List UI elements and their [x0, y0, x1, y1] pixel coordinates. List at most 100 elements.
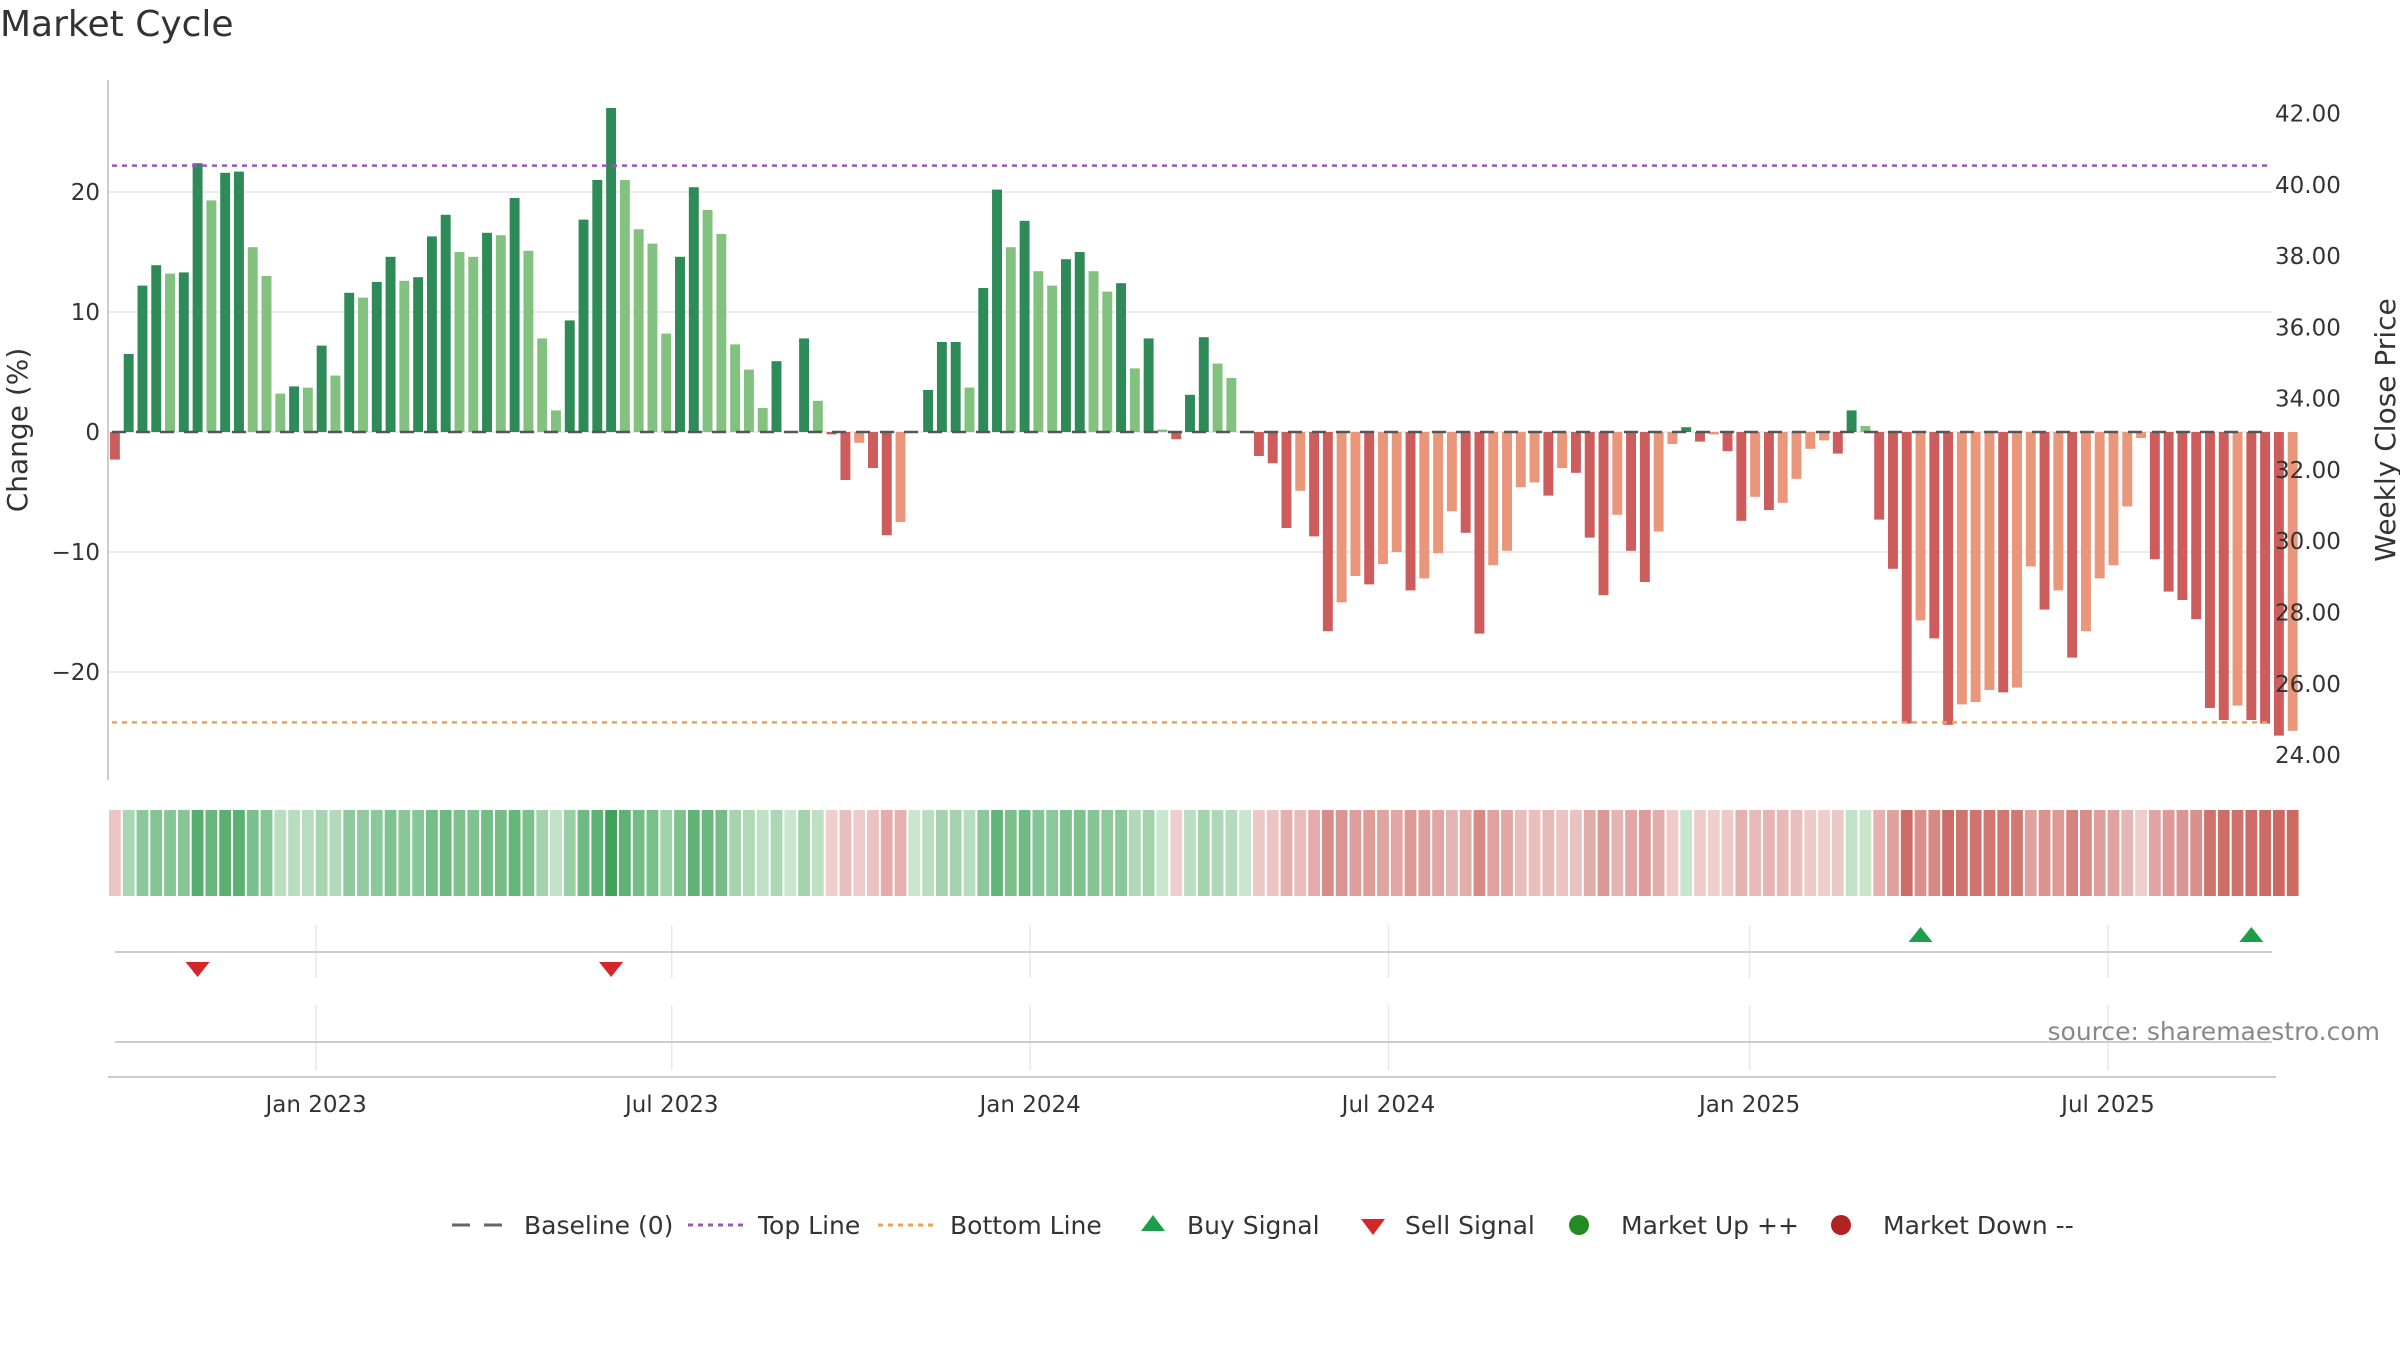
change-bar: [2287, 432, 2298, 731]
change-bar: [1157, 429, 1168, 432]
chart-title: Market Cycle: [0, 4, 234, 45]
heat-cell: [2093, 810, 2106, 896]
change-bar: [137, 285, 148, 432]
change-bar: [2149, 432, 2160, 560]
change-bar: [1116, 283, 1127, 432]
heat-cell: [233, 810, 245, 896]
change-bar: [2122, 432, 2133, 507]
change-bar: [1846, 410, 1857, 432]
change-bar: [454, 252, 465, 432]
heat-cell: [1321, 810, 1334, 896]
heat-cell: [412, 810, 425, 896]
heat-cell: [1308, 810, 1320, 896]
heat-cell: [1377, 810, 1389, 896]
y-right-tick-label: 42.00: [2275, 102, 2341, 128]
heat-cell: [963, 810, 976, 896]
change-bar: [936, 342, 947, 432]
heat-cell: [2024, 810, 2037, 896]
heat-cell: [1749, 810, 1762, 896]
change-bar: [1819, 432, 1830, 441]
heat-cell: [191, 810, 204, 896]
heat-cell: [825, 810, 838, 896]
change-bar: [1212, 363, 1223, 432]
change-bar: [509, 198, 520, 432]
heat-cell: [1514, 810, 1527, 896]
change-bar: [1005, 247, 1016, 432]
legend-label: Bottom Line: [950, 1211, 1102, 1240]
heat-cell: [1804, 810, 1817, 896]
heat-cell: [770, 810, 783, 896]
change-bar: [1143, 338, 1154, 432]
change-bar: [247, 247, 258, 432]
heat-cell: [274, 810, 287, 896]
heat-cell: [1390, 810, 1403, 896]
change-bar: [619, 180, 630, 432]
heat-cell: [1459, 810, 1472, 896]
change-bar: [633, 229, 644, 432]
heat-cell: [164, 810, 176, 896]
change-bar: [1887, 432, 1898, 569]
change-bar: [165, 273, 175, 432]
heat-cell: [536, 810, 549, 896]
heat-cell: [577, 810, 590, 896]
change-bar: [743, 369, 754, 432]
change-bar: [1033, 271, 1044, 432]
change-bar: [923, 390, 934, 432]
heat-cell: [1528, 810, 1541, 896]
heat-cell: [2231, 810, 2244, 896]
change-bar: [289, 386, 300, 432]
heat-cell: [481, 810, 493, 896]
heat-cell: [205, 810, 218, 896]
legend-label: Market Down --: [1883, 1211, 2074, 1240]
heat-cell: [1197, 810, 1210, 896]
heat-cell: [2286, 810, 2299, 896]
heat-cell: [798, 810, 810, 896]
change-bar: [1267, 432, 1278, 464]
change-bar: [2094, 432, 2105, 579]
change-bar: [1791, 432, 1802, 479]
heat-cell: [1018, 810, 1031, 896]
heat-cell: [1225, 810, 1238, 896]
change-bar: [123, 354, 134, 432]
change-bar: [1956, 432, 1967, 705]
heat-cell: [1735, 810, 1748, 896]
heat-cell: [660, 810, 673, 896]
heat-cell: [1294, 810, 1307, 896]
heat-cell: [977, 810, 990, 896]
y-right-tick-label: 24.00: [2275, 743, 2341, 769]
change-bar: [2191, 432, 2202, 620]
heat-cell: [646, 810, 659, 896]
heat-strip: [109, 810, 2299, 896]
heat-cell: [439, 810, 452, 896]
y-tick-label: −20: [51, 660, 100, 686]
heat-cell: [2080, 810, 2092, 896]
change-bar: [1832, 432, 1843, 454]
change-bar: [1019, 220, 1030, 432]
change-bar: [1350, 432, 1361, 576]
change-bar: [1281, 432, 1292, 528]
reference-lines: [112, 164, 2272, 724]
heat-cell: [1253, 810, 1265, 896]
heat-cell: [1638, 810, 1651, 896]
heat-cell: [1694, 810, 1706, 896]
heat-cell: [357, 810, 369, 896]
change-bar: [757, 408, 768, 432]
change-bar: [2205, 432, 2215, 708]
heat-cell: [1418, 810, 1431, 896]
change-bar: [385, 256, 396, 432]
sell-signal-marker: [185, 962, 210, 977]
change-bar: [592, 180, 603, 432]
change-bar: [1984, 432, 1995, 690]
change-bar: [1763, 432, 1774, 510]
heat-cell: [2176, 810, 2189, 896]
change-bar: [1295, 432, 1306, 491]
heat-cell: [1625, 810, 1637, 896]
change-bar: [344, 292, 355, 432]
heat-cell: [494, 810, 507, 896]
legend-buy-swatch: [1141, 1215, 1165, 1231]
heat-cell: [1060, 810, 1072, 896]
heat-cell: [2052, 810, 2065, 896]
heat-cell: [522, 810, 535, 896]
change-bar: [716, 234, 727, 432]
change-bar: [1460, 432, 1471, 533]
